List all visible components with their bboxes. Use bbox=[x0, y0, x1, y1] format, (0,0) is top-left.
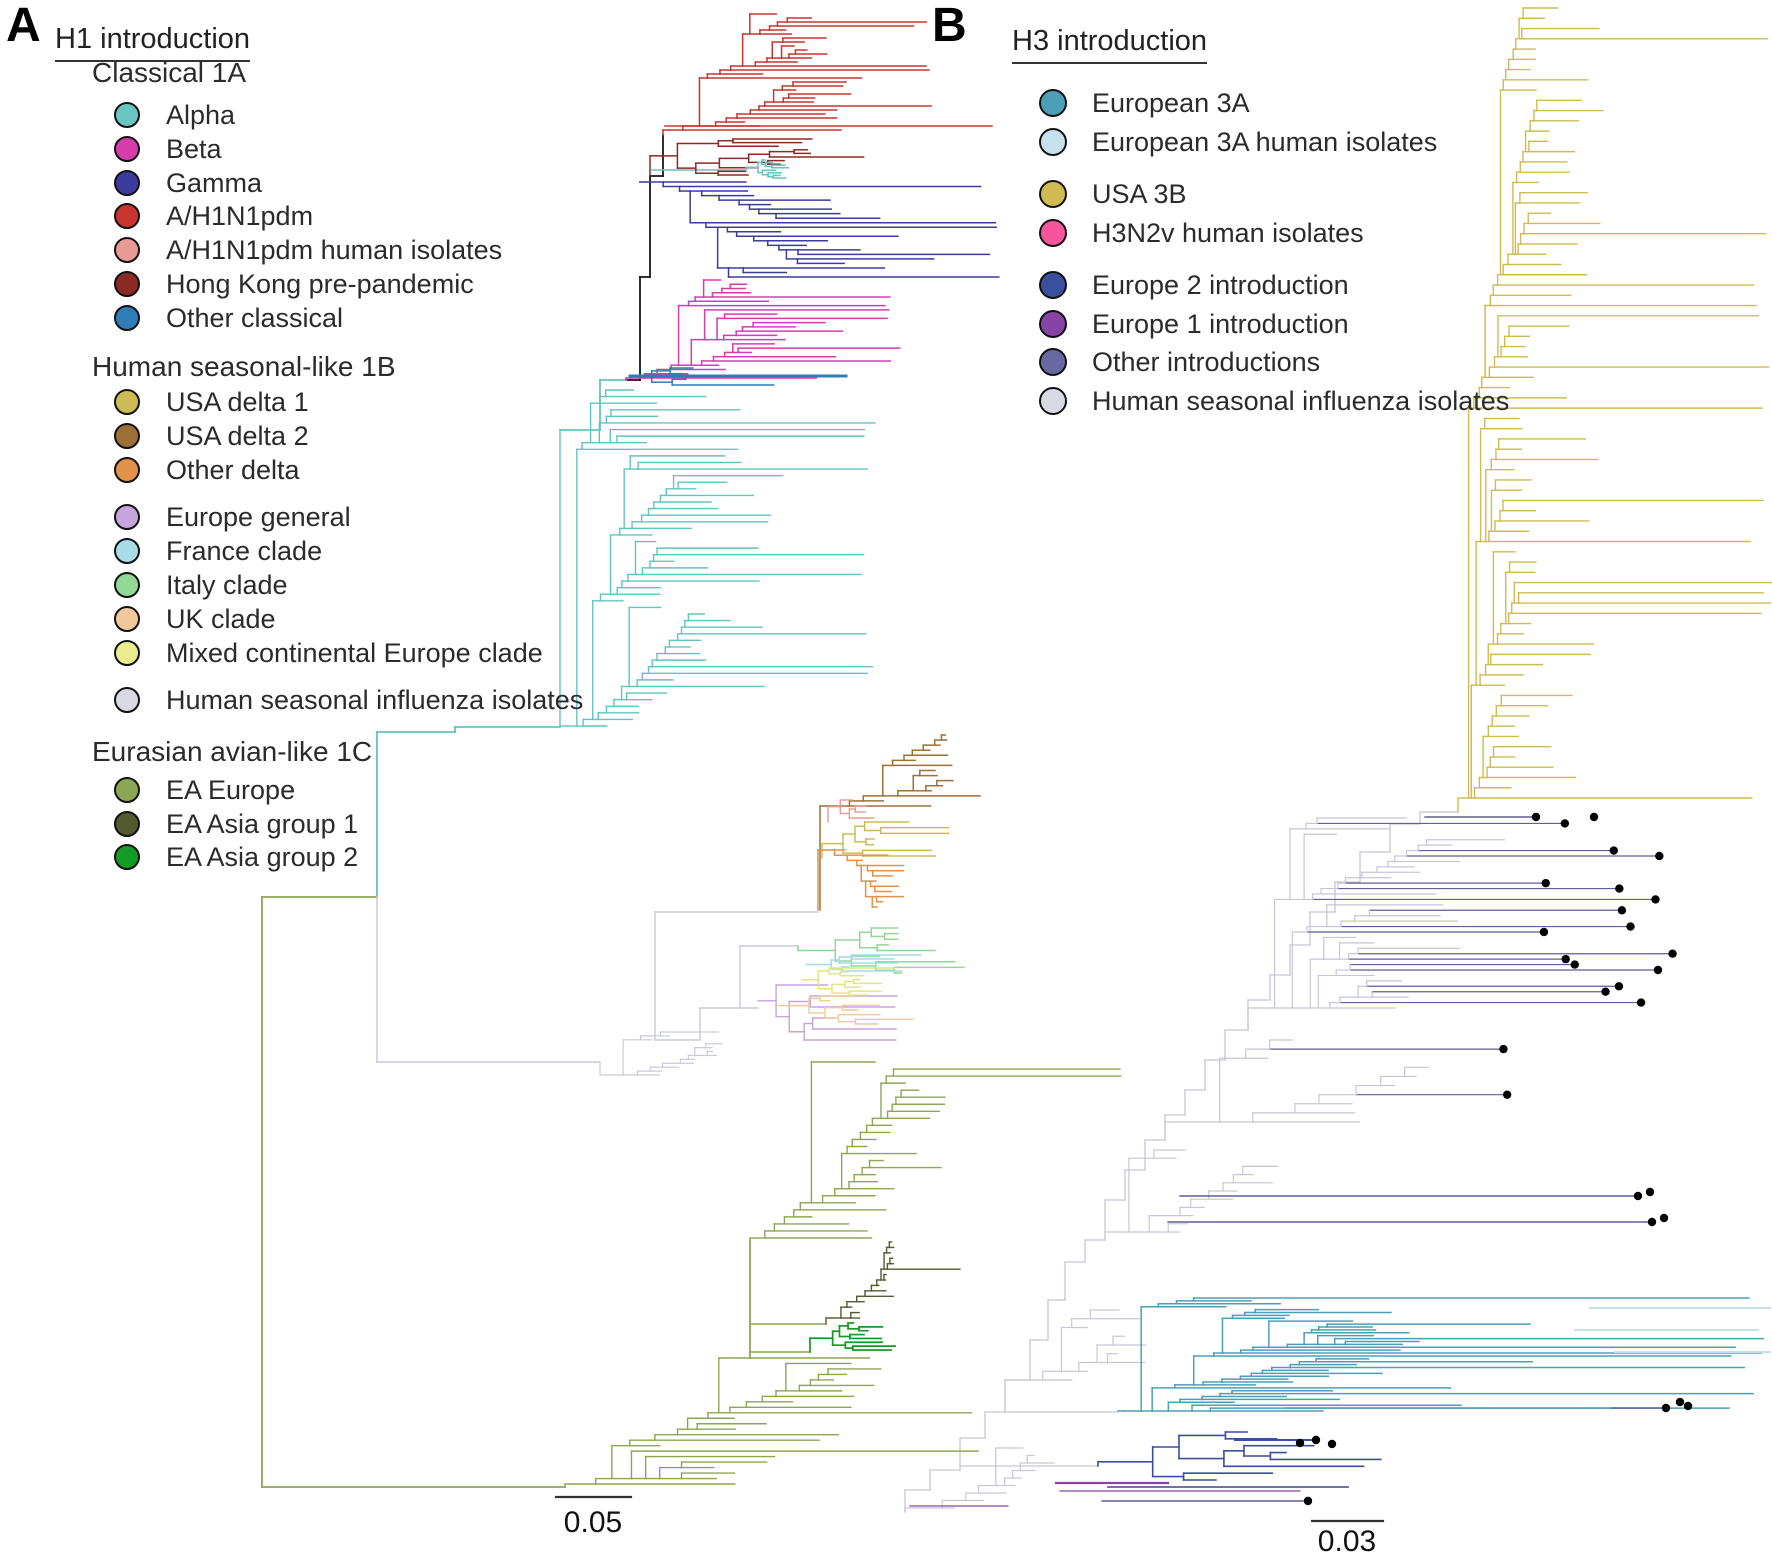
panel-a-label: A bbox=[6, 0, 41, 52]
panel-a-title: H1 introduction bbox=[55, 23, 251, 62]
panel-b-label: B bbox=[932, 0, 967, 52]
panel-b-title: H3 introduction bbox=[1012, 25, 1208, 64]
scale-bar-label: 0.03 bbox=[1318, 1525, 1376, 1553]
scale-bar-label: 0.05 bbox=[564, 1506, 622, 1539]
